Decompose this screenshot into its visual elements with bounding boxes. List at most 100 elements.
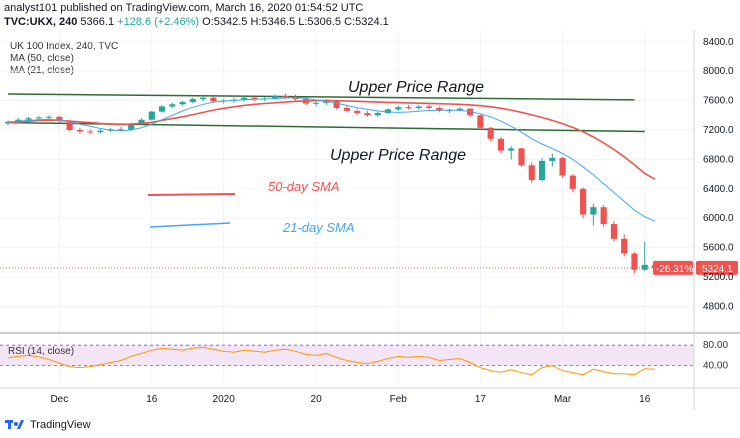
upper-range-label-1: Upper Price Range xyxy=(348,79,484,96)
candle xyxy=(590,203,597,226)
price-tick-label: 8400.0 xyxy=(703,37,734,48)
footer-brand: TradingView xyxy=(30,418,91,431)
candle xyxy=(354,108,361,116)
candle-body xyxy=(456,108,463,111)
candle-body xyxy=(415,106,422,108)
candle xyxy=(497,137,505,154)
candle-body xyxy=(364,113,371,116)
legend-title: UK 100 Index, 240, TVC xyxy=(10,41,119,52)
candle xyxy=(179,100,186,106)
candle xyxy=(148,110,155,121)
rsi-line xyxy=(7,346,656,376)
candle-body xyxy=(323,101,330,103)
price-tick-label: 5600.0 xyxy=(703,243,734,254)
candle-body xyxy=(76,130,83,132)
price-tick-label: 8000.0 xyxy=(703,66,734,77)
low-value: L:5306.5 xyxy=(298,16,342,28)
price-tags: -26.31% 5324.1 xyxy=(653,260,738,275)
sma50-label: 50-day SMA xyxy=(268,179,340,194)
candle-body xyxy=(251,97,258,100)
candle xyxy=(56,116,63,123)
last-price-tag xyxy=(696,260,738,275)
annotations: Upper Price Range Upper Price Range 50-d… xyxy=(147,79,484,235)
tradingview-logo-icon xyxy=(5,420,24,429)
time-tick-label: 20 xyxy=(311,394,323,405)
candle xyxy=(436,106,443,113)
candle-body xyxy=(25,118,32,120)
candle xyxy=(538,157,546,182)
time-tick-label: 16 xyxy=(639,394,651,405)
trendline xyxy=(7,93,635,101)
candle-body xyxy=(384,109,392,114)
candle-body xyxy=(497,138,505,151)
candle-body xyxy=(56,116,63,121)
rsi-label: RSI (14, close) xyxy=(8,346,74,357)
open-value: O:5342.5 xyxy=(202,16,248,28)
price-tick-label: 6800.0 xyxy=(703,154,734,165)
time-tick-label: 17 xyxy=(475,394,487,405)
candle-body xyxy=(508,148,515,151)
legend-ma21: MA (21, close) xyxy=(10,65,74,76)
candle xyxy=(169,102,176,108)
symbol-ohlc: TVC:UKX, 240 5366.1 +128.6 (+2.46%) O:53… xyxy=(4,16,389,28)
candle-body xyxy=(621,238,628,254)
candle-body xyxy=(580,188,587,215)
last-price-text: 5324.1 xyxy=(702,264,733,275)
candle xyxy=(87,129,94,135)
candle-body xyxy=(148,111,155,120)
time-tick-label: 16 xyxy=(146,394,158,405)
candle xyxy=(518,147,525,167)
candle xyxy=(158,105,166,113)
price-tick-label: 7200.0 xyxy=(703,125,734,136)
candle xyxy=(631,252,638,274)
time-axis[interactable]: Dec 16 2020 20 Feb 17 Mar 16 xyxy=(50,394,650,405)
candle-body xyxy=(600,207,607,225)
candle-body xyxy=(138,119,145,125)
candle-body xyxy=(210,97,217,102)
sma21-legend-line xyxy=(149,222,231,228)
candle-body xyxy=(354,110,361,114)
candle xyxy=(559,156,566,178)
legend-ma50: MA (50, close) xyxy=(10,53,74,64)
candle xyxy=(251,96,258,101)
price-tick-label: 4800.0 xyxy=(703,301,734,312)
candle xyxy=(405,105,412,110)
candle-body xyxy=(66,120,73,130)
last-price: 5366.1 xyxy=(80,16,115,28)
candle xyxy=(384,108,392,114)
candle-body xyxy=(343,107,350,111)
time-tick-label: Feb xyxy=(390,394,408,405)
candle-body xyxy=(313,102,320,104)
candle xyxy=(477,114,484,130)
published-info: analyst101 published on TradingView.com,… xyxy=(4,2,364,14)
rsi-band xyxy=(0,345,694,366)
candle xyxy=(425,104,433,110)
candle-body xyxy=(569,175,576,189)
candle-body xyxy=(528,165,535,180)
candle-body xyxy=(169,104,176,107)
candle-body xyxy=(158,106,166,112)
candle xyxy=(446,108,453,114)
candle xyxy=(4,120,12,126)
time-tick-label: Dec xyxy=(50,394,68,405)
sma50-legend-line xyxy=(147,193,236,196)
candle xyxy=(600,205,607,228)
candle xyxy=(415,105,422,111)
candle xyxy=(569,174,576,193)
candle-body xyxy=(446,110,453,112)
candle-body xyxy=(45,116,53,118)
candle xyxy=(241,96,248,102)
candle xyxy=(364,110,371,117)
candle xyxy=(549,153,556,167)
candle xyxy=(456,107,463,112)
candle xyxy=(189,97,196,104)
candle-body xyxy=(487,127,494,139)
time-tick-label: 2020 xyxy=(213,394,236,405)
chart-legend: UK 100 Index, 240, TVC MA (50, close) MA… xyxy=(10,41,118,77)
candle-body xyxy=(189,99,196,103)
candle-body xyxy=(538,160,546,180)
candle-body xyxy=(200,97,207,100)
price-axis[interactable]: 4800.0 5200.0 5600.0 6000.0 6400.0 6800.0 7200… xyxy=(703,37,734,313)
candle-body xyxy=(97,130,104,133)
